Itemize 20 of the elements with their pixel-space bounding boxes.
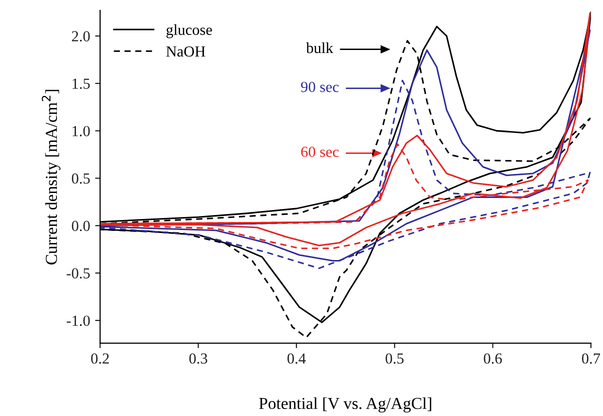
annotation: 90 sec bbox=[301, 82, 339, 92]
x-tick-label: 0.4 bbox=[287, 353, 306, 364]
y-tick-label: 1.0 bbox=[72, 126, 90, 136]
x-tick-label: 0.5 bbox=[386, 353, 404, 364]
annotation: 60 sec bbox=[301, 146, 339, 157]
annotation: bulk bbox=[306, 42, 334, 54]
x-tick-label: 0.6 bbox=[484, 353, 502, 364]
y-tick-label: 1.5 bbox=[72, 78, 90, 89]
legend-label: NaOH bbox=[166, 46, 206, 57]
legend-label: glucose bbox=[166, 24, 212, 38]
y-tick-label: -0.5 bbox=[66, 268, 90, 279]
y-tick-label: 0.0 bbox=[72, 220, 90, 232]
x-tick-label: 0.2 bbox=[91, 353, 109, 364]
y-tick-label: 0.5 bbox=[72, 173, 90, 184]
x-tick-label: 0.7 bbox=[582, 353, 600, 364]
y-tick-label: 2.0 bbox=[72, 31, 90, 42]
x-axis-title: Potential [V vs. Ag/AgCl] bbox=[259, 397, 432, 412]
x-tick-label: 0.3 bbox=[189, 353, 208, 364]
y-tick-label: -1.0 bbox=[66, 316, 90, 326]
y-axis-title: Current density [mA/cm$^{2}$] bbox=[42, 90, 60, 264]
